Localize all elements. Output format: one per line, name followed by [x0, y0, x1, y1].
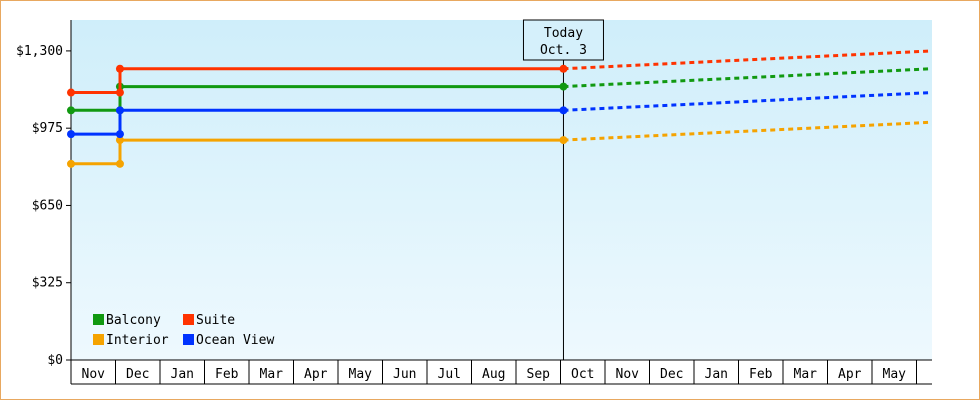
- data-point: [115, 136, 124, 145]
- data-point: [67, 106, 75, 115]
- x-tick-label: May: [883, 367, 907, 382]
- data-point: [67, 159, 75, 168]
- data-point: [115, 106, 124, 115]
- x-tick-label: Dec: [126, 367, 149, 382]
- series-lines: [67, 49, 933, 168]
- data-point: [67, 88, 75, 97]
- x-tick-label: Nov: [616, 367, 640, 382]
- x-tick-label: Apr: [838, 367, 862, 382]
- y-tick-label: $0: [47, 353, 63, 368]
- axes: $0 $325 $650 $975 $1,300 Nov Dec Jan Feb Mar Apr Ma…: [16, 20, 932, 385]
- y-tick-label: $975: [32, 121, 63, 136]
- x-tick-label: Mar: [260, 367, 284, 382]
- x-tick-label: Feb: [215, 367, 239, 382]
- x-tick-label: Dec: [660, 367, 683, 382]
- x-tick-label: Apr: [304, 367, 328, 382]
- legend-swatch: [183, 334, 194, 345]
- x-tick-label: Oct: [571, 367, 594, 382]
- legend: Balcony Suite Interior Ocean View: [93, 313, 274, 348]
- plot-background: [71, 20, 932, 360]
- forecast-line-suite: [563, 49, 933, 71]
- series-line-suite: [71, 67, 564, 94]
- legend-swatch: [93, 334, 104, 345]
- forecast-line-ocean-view: [563, 91, 933, 112]
- data-point: [559, 82, 568, 91]
- x-tick-label: Mar: [794, 367, 818, 382]
- legend-label: Ocean View: [196, 333, 274, 348]
- today-box: [522, 19, 604, 61]
- x-tick-label: Jun: [393, 367, 416, 382]
- data-point: [67, 130, 75, 139]
- data-point: [115, 130, 124, 139]
- x-tick-label: Jan: [705, 367, 728, 382]
- x-tick-label: Aug: [482, 367, 505, 382]
- forecast-line-balcony: [563, 67, 933, 89]
- x-tick-label: Feb: [749, 367, 773, 382]
- data-point: [115, 64, 124, 73]
- series-line-interior: [71, 138, 564, 166]
- x-tick-label: Jul: [438, 367, 461, 382]
- series-line-ocean-view: [71, 108, 564, 136]
- forecast-line-interior: [563, 120, 933, 142]
- data-point: [559, 106, 568, 115]
- x-tick-label: Jan: [171, 367, 194, 382]
- data-point: [559, 64, 568, 73]
- data-point: [115, 159, 124, 168]
- legend-label: Suite: [196, 313, 235, 328]
- y-tick-label: $650: [32, 198, 63, 213]
- today-date-label: Oct. 3: [540, 43, 587, 58]
- x-tick-label: Nov: [82, 367, 106, 382]
- today-label: Today: [544, 26, 583, 41]
- y-tick-label: $1,300: [16, 44, 63, 59]
- x-tick-label: Sep: [527, 367, 551, 382]
- data-point: [115, 88, 124, 97]
- legend-label: Balcony: [106, 313, 161, 328]
- legend-label: Interior: [106, 333, 169, 348]
- x-tick-label: May: [349, 367, 373, 382]
- data-point: [559, 136, 568, 145]
- legend-swatch: [183, 314, 194, 325]
- legend-swatch: [93, 314, 104, 325]
- series-line-balcony: [71, 85, 564, 112]
- y-tick-label: $325: [32, 276, 63, 291]
